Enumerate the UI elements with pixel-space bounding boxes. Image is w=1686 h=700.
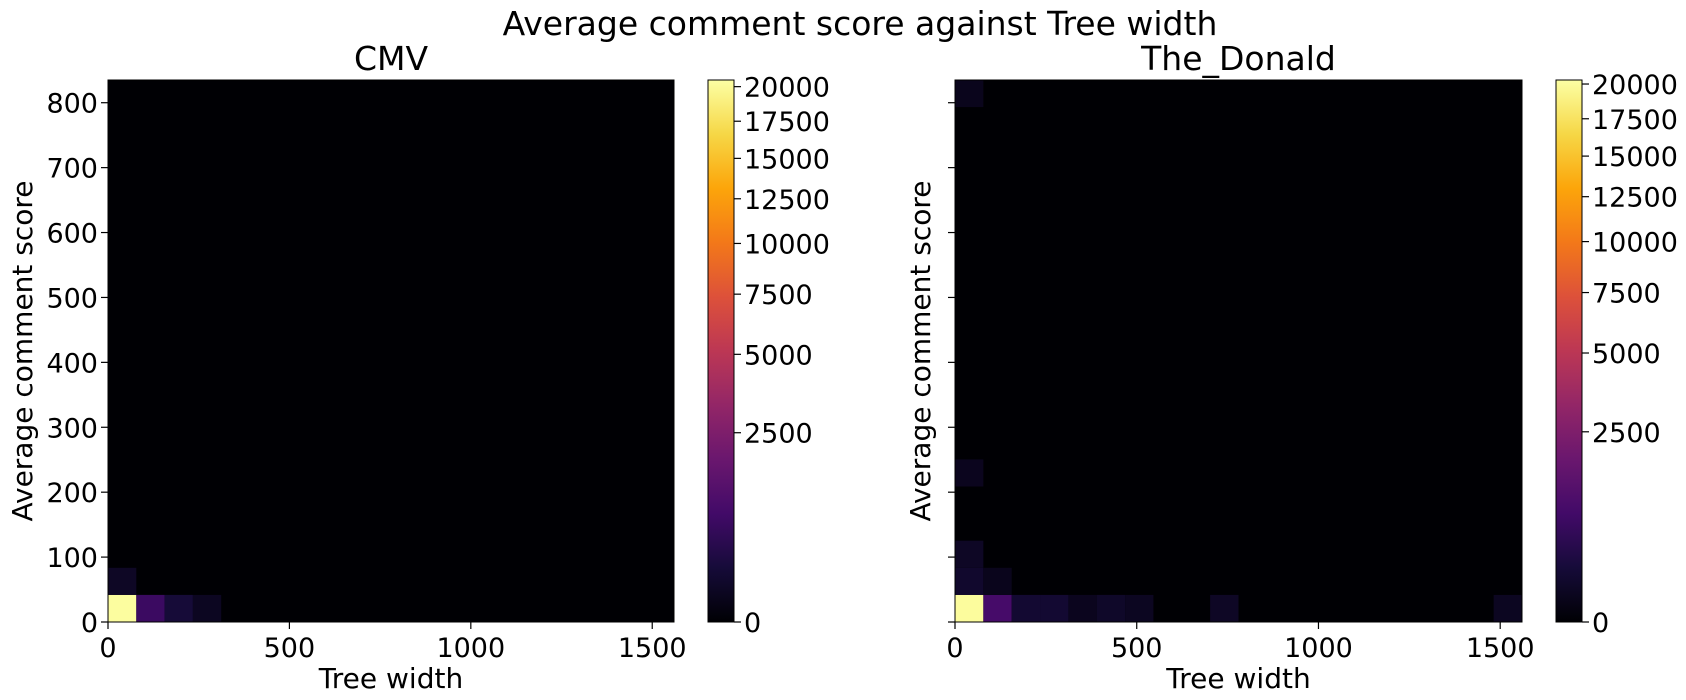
colorbar-tick-label: 15000 [744, 144, 830, 175]
x-axis-label: Tree width [1165, 662, 1310, 695]
y-tick-label: 600 [46, 219, 98, 250]
plot-frame [107, 79, 675, 623]
heatmap-cell [983, 594, 1012, 622]
y-tick-label: 200 [46, 478, 98, 509]
colorbar-cmv [707, 79, 735, 623]
colorbar-tick-label: 12500 [1592, 183, 1678, 214]
colorbar-tick-label: 0 [1592, 608, 1609, 639]
colorbar-tick-label: 7500 [744, 280, 813, 311]
x-axis-label: Tree width [318, 662, 463, 695]
heatmap-cell [1125, 594, 1154, 622]
colorbar-tick-label: 2500 [1592, 418, 1661, 449]
heatmap-cell [108, 594, 137, 622]
colorbar-tick-label: 7500 [1592, 279, 1661, 310]
heatmap-background [955, 80, 1522, 622]
heatmap-cell [1040, 594, 1069, 622]
colorbar-tick-label: 15000 [1592, 142, 1678, 173]
heatmap-cell [192, 594, 222, 622]
y-tick-label: 400 [46, 348, 98, 379]
heatmap-cell [1210, 594, 1239, 622]
colorbar-tick-label: 5000 [744, 340, 813, 371]
y-axis-label: Average comment score [6, 180, 39, 521]
heatmap-cell [164, 594, 193, 622]
colorbar-tick-label: 10000 [744, 229, 830, 260]
y-tick-label: 0 [81, 608, 98, 639]
heatmap-cell [1493, 594, 1522, 622]
heatmap-panel-the-donald: The_Donald 0 500 1000 1500 Tree width Average … [904, 39, 1678, 695]
heatmap-cell [136, 594, 165, 622]
heatmap-cell [955, 459, 984, 487]
heatmap-cell [955, 567, 984, 595]
colorbar-tick-label: 12500 [744, 185, 830, 216]
colorbar-tick-label: 20000 [744, 73, 830, 104]
colorbar-tick-label: 0 [744, 608, 761, 639]
colorbar-tick-label: 17500 [744, 107, 830, 138]
heatmap-cell [955, 80, 984, 108]
colorbar-tick-label: 2500 [744, 419, 813, 450]
x-tick-label: 1500 [1466, 633, 1535, 664]
y-tick-label: 300 [46, 413, 98, 444]
heatmap-cell [955, 540, 984, 568]
y-tick-label: 100 [46, 543, 98, 574]
figure-title: Average comment score against Tree width [503, 4, 1218, 43]
colorbar-the-donald [1555, 79, 1583, 623]
y-tick-label: 700 [46, 154, 98, 185]
x-tick-label: 0 [946, 633, 963, 664]
y-tick-label: 800 [46, 89, 98, 120]
y-tick-label: 500 [46, 283, 98, 314]
heatmap-cell [955, 594, 984, 622]
x-tick-label: 0 [99, 633, 116, 664]
colorbar-tick-label: 5000 [1592, 339, 1661, 370]
x-tick-label: 500 [264, 633, 316, 664]
subplot-title: The_Donald [1140, 39, 1336, 78]
colorbar-tick-label: 10000 [1592, 228, 1678, 259]
heatmap-background [108, 80, 674, 622]
heatmap-cell [1011, 594, 1041, 622]
colorbar-tick-label: 17500 [1592, 105, 1678, 136]
y-axis-label: Average comment score [904, 180, 937, 521]
colorbar-tick-label: 20000 [1592, 70, 1678, 101]
x-tick-label: 1500 [618, 633, 687, 664]
heatmap-cell [108, 567, 137, 595]
heatmap-cell [1096, 594, 1126, 622]
x-tick-label: 500 [1111, 633, 1163, 664]
heatmap-cell [1068, 594, 1097, 622]
subplot-title: CMV [354, 39, 429, 78]
x-tick-label: 1000 [1284, 633, 1353, 664]
heatmap-cell [983, 567, 1012, 595]
plot-frame [954, 79, 1523, 623]
x-tick-label: 1000 [436, 633, 505, 664]
